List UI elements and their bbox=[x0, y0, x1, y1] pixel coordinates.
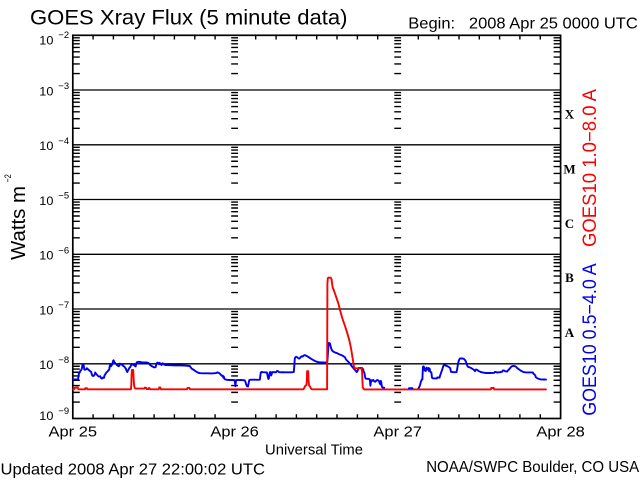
svg-text:10: 10 bbox=[39, 139, 53, 153]
svg-text:−2: −2 bbox=[3, 174, 14, 182]
svg-text:Updated 2008 Apr 27 22:00:02 U: Updated 2008 Apr 27 22:00:02 UTC bbox=[1, 461, 266, 478]
svg-text:10: 10 bbox=[39, 249, 53, 263]
svg-text:B: B bbox=[565, 270, 574, 285]
svg-text:10: 10 bbox=[39, 84, 53, 98]
svg-text:Watts m: Watts m bbox=[8, 186, 30, 260]
svg-text:Apr 25: Apr 25 bbox=[49, 424, 98, 441]
svg-text:−3: −3 bbox=[58, 81, 69, 92]
svg-text:−8: −8 bbox=[58, 355, 69, 366]
svg-text:Apr 26: Apr 26 bbox=[210, 424, 259, 441]
svg-text:X: X bbox=[565, 107, 575, 122]
svg-text:−2: −2 bbox=[58, 30, 69, 41]
svg-text:A: A bbox=[565, 325, 575, 340]
svg-text:NOAA/SWPC Boulder, CO USA: NOAA/SWPC Boulder, CO USA bbox=[426, 459, 639, 476]
svg-text:M: M bbox=[563, 161, 575, 176]
svg-text:−5: −5 bbox=[58, 191, 69, 202]
svg-text:GOES10 0.5−4.0 A: GOES10 0.5−4.0 A bbox=[580, 263, 601, 416]
svg-text:−4: −4 bbox=[58, 136, 69, 147]
svg-text:Apr 28: Apr 28 bbox=[536, 424, 585, 441]
svg-text:C: C bbox=[565, 216, 574, 231]
svg-text:Begin: 2008 Apr 25 0000 UTC: Begin: 2008 Apr 25 0000 UTC bbox=[408, 15, 638, 32]
svg-text:Apr 27: Apr 27 bbox=[373, 424, 422, 441]
svg-text:Universal Time: Universal Time bbox=[265, 442, 363, 459]
svg-text:10: 10 bbox=[39, 33, 53, 47]
svg-text:10: 10 bbox=[39, 303, 53, 317]
svg-text:10: 10 bbox=[39, 409, 53, 423]
svg-text:GOES10 1.0−8.0 A: GOES10 1.0−8.0 A bbox=[580, 89, 601, 247]
svg-text:−6: −6 bbox=[58, 245, 69, 256]
svg-text:−7: −7 bbox=[58, 300, 69, 311]
svg-text:10: 10 bbox=[39, 194, 53, 208]
svg-text:10: 10 bbox=[39, 358, 53, 372]
svg-text:−9: −9 bbox=[58, 406, 69, 417]
svg-text:GOES Xray Flux (5 minute data): GOES Xray Flux (5 minute data) bbox=[30, 6, 348, 29]
